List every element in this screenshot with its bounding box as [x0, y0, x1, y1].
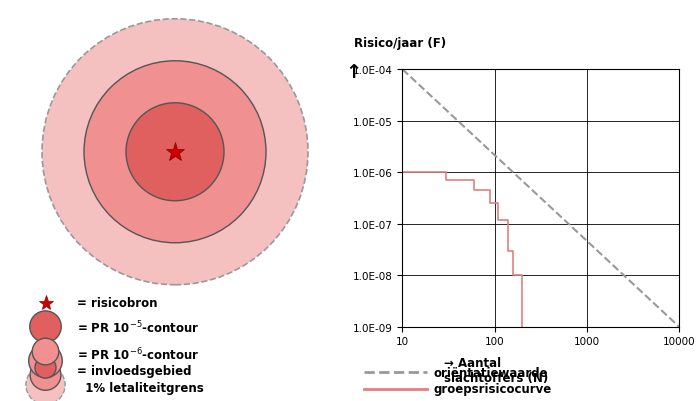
- Text: Risico/jaar (F): Risico/jaar (F): [354, 37, 446, 50]
- Text: = risicobron: = risicobron: [77, 296, 158, 309]
- Ellipse shape: [42, 20, 308, 285]
- Text: ↑: ↑: [345, 63, 362, 82]
- Ellipse shape: [30, 360, 61, 390]
- Text: = PR 10$^{-6}$-contour: = PR 10$^{-6}$-contour: [77, 346, 200, 363]
- Ellipse shape: [84, 62, 266, 243]
- Text: groepsrisicocurve: groepsrisicocurve: [434, 383, 552, 395]
- Text: = invloedsgebied
  1% letaliteitgrens: = invloedsgebied 1% letaliteitgrens: [77, 364, 204, 394]
- Ellipse shape: [29, 311, 62, 342]
- Ellipse shape: [32, 338, 59, 365]
- Ellipse shape: [29, 344, 62, 378]
- Text: = PR 10$^{-5}$-contour: = PR 10$^{-5}$-contour: [77, 318, 200, 335]
- Text: → Aantal
slachtoffers (N): → Aantal slachtoffers (N): [444, 356, 549, 384]
- Ellipse shape: [126, 103, 224, 201]
- Ellipse shape: [26, 365, 65, 401]
- Ellipse shape: [35, 357, 56, 378]
- Text: oriëntatiewaarde: oriëntatiewaarde: [434, 366, 549, 379]
